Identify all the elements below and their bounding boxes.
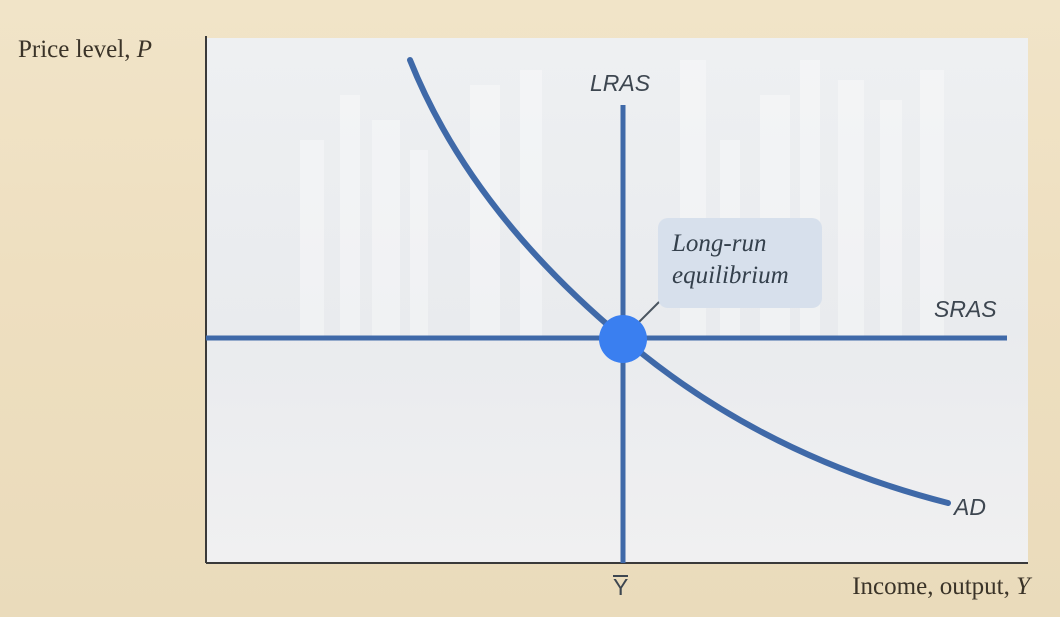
long-run-equilibrium-callout: Long-run equilibrium xyxy=(658,218,822,308)
lras-label: LRAS xyxy=(590,70,651,96)
y-axis-label: Price level, P xyxy=(18,36,152,64)
ad-label: AD xyxy=(954,494,986,520)
sras-label: SRAS xyxy=(934,296,997,322)
plot-area xyxy=(206,38,1028,563)
callout-line-2: equilibrium xyxy=(672,262,789,289)
y-bar-tick-label: Y xyxy=(613,574,629,600)
callout-line-1: Long-run xyxy=(672,230,767,257)
x-axis-variable: Y xyxy=(1016,573,1030,600)
x-axis-label: Income, output, Y xyxy=(852,573,1030,601)
x-axis-label-text: Income, output, xyxy=(852,573,1017,600)
y-axis-variable: P xyxy=(136,36,152,63)
equilibrium-point xyxy=(599,315,647,363)
y-axis-label-text: Price level, xyxy=(18,36,137,63)
